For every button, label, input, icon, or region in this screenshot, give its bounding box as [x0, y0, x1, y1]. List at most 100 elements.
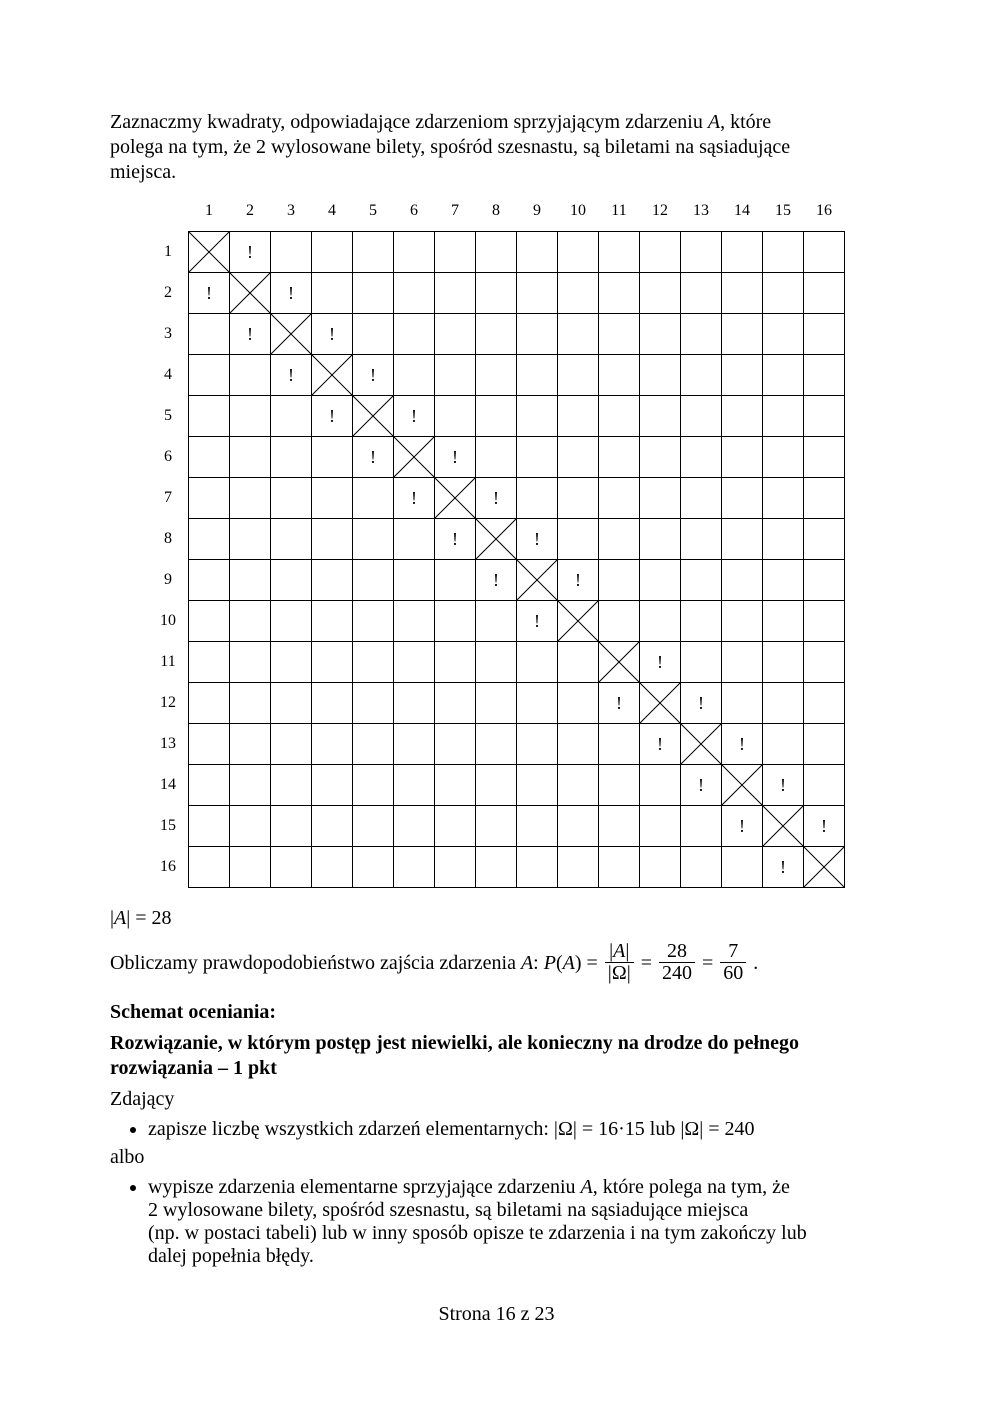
- grid-cell: [394, 683, 435, 724]
- grid-cell: [312, 642, 353, 683]
- grid-cell: [558, 765, 599, 806]
- grid-cell: !: [312, 314, 353, 355]
- grid-cell: [435, 560, 476, 601]
- grid-cell: [804, 519, 845, 560]
- card-a-var: A: [114, 907, 126, 929]
- grid-cell: [394, 437, 435, 478]
- scheme-sub: Rozwiązanie, w którym postęp jest niewie…: [110, 1031, 883, 1081]
- row-header: 2: [148, 273, 189, 314]
- grid-cell: [435, 683, 476, 724]
- grid-cell: [476, 847, 517, 888]
- grid-cell: [517, 724, 558, 765]
- grid-cell: [476, 765, 517, 806]
- grid-cell: [681, 232, 722, 273]
- grid-cell: !: [722, 806, 763, 847]
- grid-cell: [476, 437, 517, 478]
- grid-cell: [353, 683, 394, 724]
- grid-cell: [640, 560, 681, 601]
- grid-cell: [189, 519, 230, 560]
- grid-cell: !: [189, 273, 230, 314]
- grid-cell: [804, 765, 845, 806]
- grid-cell: [517, 396, 558, 437]
- grid-cell: [558, 683, 599, 724]
- grid-cell: [353, 806, 394, 847]
- grid-cell: [599, 642, 640, 683]
- grid-cell: !: [804, 806, 845, 847]
- grid-cell: [517, 232, 558, 273]
- grid-cell: [476, 273, 517, 314]
- grid-cell: [763, 355, 804, 396]
- grid-cell: [681, 560, 722, 601]
- grid-cell: [312, 560, 353, 601]
- grid-cell: [435, 478, 476, 519]
- grid-cell: [230, 355, 271, 396]
- grid-cell: [189, 355, 230, 396]
- grid-cell: [804, 847, 845, 888]
- grid-cell: [804, 396, 845, 437]
- grid-cell: [763, 273, 804, 314]
- grid-cell: [722, 314, 763, 355]
- grid-cell: [394, 601, 435, 642]
- grid-cell: !: [517, 519, 558, 560]
- grid-cell: [599, 765, 640, 806]
- grid-cell: [271, 765, 312, 806]
- row-header: 13: [148, 724, 189, 765]
- grid-cell: [435, 724, 476, 765]
- row-header: 8: [148, 519, 189, 560]
- grid-cell: [271, 232, 312, 273]
- grid-cell: [640, 437, 681, 478]
- grid-cell: [476, 683, 517, 724]
- grid-cell: [640, 478, 681, 519]
- frac-7-60: 7 60: [720, 941, 746, 984]
- col-header: 4: [312, 191, 353, 232]
- grid-cell: [804, 437, 845, 478]
- scheme-heading: Schemat oceniania:: [110, 1000, 883, 1025]
- grid-cell: [271, 437, 312, 478]
- grid-cell: [435, 806, 476, 847]
- grid-cell: [230, 437, 271, 478]
- grid-cell: [435, 765, 476, 806]
- grid-cell: !: [271, 355, 312, 396]
- grid-cell: [804, 355, 845, 396]
- grid-cell: [271, 396, 312, 437]
- grid-cell: [353, 273, 394, 314]
- grid-cell: [271, 642, 312, 683]
- grid-cell: [681, 273, 722, 314]
- grid-cell: [558, 724, 599, 765]
- grid-cell: [558, 273, 599, 314]
- grid-cell: [230, 396, 271, 437]
- grid-cell: !: [312, 396, 353, 437]
- grid-cell: [189, 314, 230, 355]
- grid-cell: !: [681, 765, 722, 806]
- grid-cell: [763, 806, 804, 847]
- grid-cell: [353, 232, 394, 273]
- row-header: 12: [148, 683, 189, 724]
- grid-cell: [353, 847, 394, 888]
- row-header: 14: [148, 765, 189, 806]
- grid-cell: [230, 847, 271, 888]
- grid-cell: [271, 560, 312, 601]
- grid-cell: [640, 601, 681, 642]
- grid-cell: !: [640, 642, 681, 683]
- grid-cell: [271, 314, 312, 355]
- intro-paragraph: Zaznaczmy kwadraty, odpowiadające zdarze…: [110, 110, 883, 185]
- grid-cell: [353, 478, 394, 519]
- grid-cell: [189, 847, 230, 888]
- grid-cell: [353, 396, 394, 437]
- scheme-albo: albo: [110, 1145, 883, 1170]
- grid-cell: [681, 314, 722, 355]
- grid-cell: [394, 847, 435, 888]
- grid-cell: [435, 355, 476, 396]
- col-header: 16: [804, 191, 845, 232]
- grid-cell: [189, 232, 230, 273]
- grid-cell: !: [558, 560, 599, 601]
- grid-cell: !: [763, 765, 804, 806]
- grid-cell: [312, 724, 353, 765]
- prob-colon: :: [533, 952, 544, 974]
- grid-cell: [189, 806, 230, 847]
- grid-cell: [189, 724, 230, 765]
- grid-cell: !: [394, 396, 435, 437]
- grid-cell: [312, 847, 353, 888]
- grid-cell: [394, 232, 435, 273]
- grid-cell: [722, 355, 763, 396]
